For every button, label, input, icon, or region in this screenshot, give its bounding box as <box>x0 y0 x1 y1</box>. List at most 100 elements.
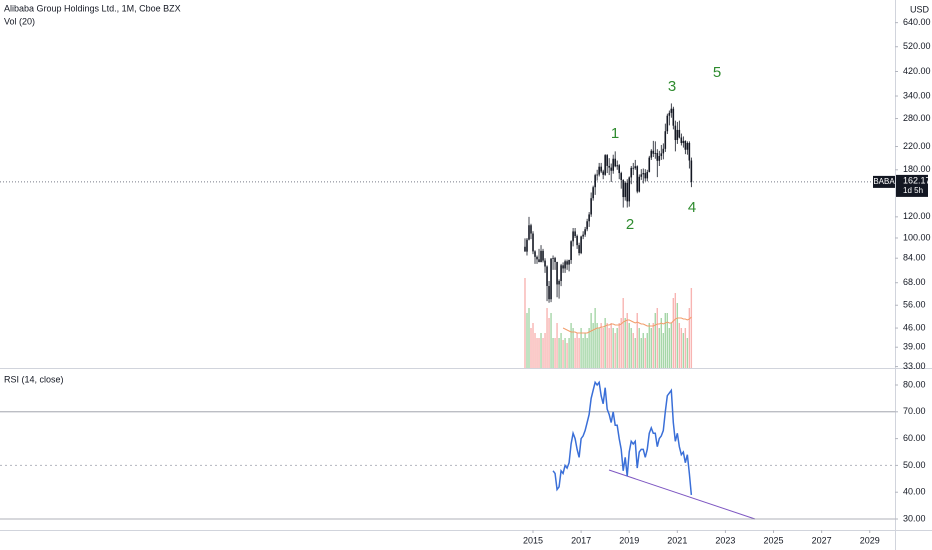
volume-bar <box>640 338 642 368</box>
candle-body <box>624 182 627 198</box>
volume-bar <box>550 313 552 368</box>
volume-bar <box>666 313 669 368</box>
x-tick-label: 2019 <box>619 535 639 545</box>
volume-bar <box>596 323 598 368</box>
currency: USD <box>910 4 930 14</box>
candle-body <box>562 265 564 269</box>
candle-body <box>558 281 560 285</box>
y-tick-label: 39.00 <box>903 342 926 352</box>
candle-body <box>690 160 693 182</box>
volume-bar <box>654 313 656 368</box>
candle-body <box>660 153 663 157</box>
candle-body <box>626 182 629 202</box>
candle-body <box>576 236 578 246</box>
candle-body <box>612 158 614 171</box>
rsi-tick-label: 70.00 <box>903 406 926 416</box>
volume-bar <box>650 328 652 368</box>
volume-bar <box>526 313 528 368</box>
wave-label: 5 <box>713 64 721 81</box>
y-tick-label: 220.00 <box>903 141 931 151</box>
x-tick-label: 2017 <box>571 535 591 545</box>
volume-bar <box>672 298 675 368</box>
candle-body <box>572 231 574 242</box>
candle-body <box>560 265 562 282</box>
candle-body <box>640 174 643 177</box>
volume-bar <box>544 333 546 368</box>
candle-body <box>530 225 532 234</box>
volume-bar <box>674 293 677 368</box>
volume-bar <box>566 343 568 368</box>
candle-body <box>596 174 598 176</box>
candle-body <box>584 229 586 235</box>
y-tick-label: 420.00 <box>903 66 931 76</box>
volume-bar <box>604 318 606 368</box>
volume-bar <box>616 328 618 368</box>
candle-body <box>670 108 673 113</box>
candle-body <box>524 246 526 252</box>
candle-body <box>574 231 576 237</box>
candle-body <box>588 214 590 222</box>
rsi-line <box>552 380 693 495</box>
volume-bar <box>586 338 588 368</box>
volume-bar <box>536 338 538 368</box>
candle-body <box>678 129 681 138</box>
candle-body <box>682 140 685 144</box>
y-tick-label: 46.00 <box>903 322 926 332</box>
volume-bar <box>580 328 582 368</box>
candle-body <box>600 166 602 172</box>
candle-body <box>634 166 637 169</box>
wave-label: 2 <box>626 216 634 233</box>
y-tick-label: 640.00 <box>903 17 931 27</box>
volume-bar <box>682 333 685 368</box>
volume-bar <box>602 328 604 368</box>
candle-body <box>628 177 631 202</box>
candle-body <box>552 258 554 259</box>
y-tick-label: 56.00 <box>903 300 926 310</box>
x-tick-label: 2025 <box>764 535 784 545</box>
volume-bar <box>644 338 646 368</box>
volume-bar <box>540 333 542 368</box>
x-tick-label: 2023 <box>715 535 735 545</box>
volume-bar <box>686 338 689 368</box>
candle-body <box>668 112 671 116</box>
volume-bar <box>664 313 666 368</box>
volume-bar <box>690 288 693 368</box>
volume-bar <box>652 323 654 368</box>
volume-bar <box>548 318 550 368</box>
candle-body <box>534 251 536 257</box>
candle-body <box>586 221 588 230</box>
y-tick-label: 120.00 <box>903 211 931 221</box>
candle-body <box>650 150 653 158</box>
volume-bar <box>534 333 536 368</box>
candle-body <box>632 167 635 169</box>
volume-bar <box>658 328 660 368</box>
candle-body <box>538 259 540 262</box>
candle-body <box>556 261 558 285</box>
candle-body <box>622 180 625 198</box>
candle-body <box>652 150 655 154</box>
candle-body <box>566 261 568 265</box>
candle-body <box>532 233 534 252</box>
candle-body <box>568 260 570 265</box>
candle-body <box>646 171 649 179</box>
candle-body <box>548 286 550 300</box>
candle-body <box>688 142 691 161</box>
candle-body <box>606 155 608 166</box>
candle-body <box>614 158 616 167</box>
candle-body <box>526 239 528 252</box>
volume-bar <box>578 338 580 368</box>
y-tick-label: 68.00 <box>903 277 926 287</box>
volume-bar <box>564 338 566 368</box>
y-tick-label: 520.00 <box>903 41 931 51</box>
volume-bar <box>642 333 644 368</box>
candle-body <box>544 260 546 267</box>
volume-bar <box>614 333 616 368</box>
volume-bar <box>592 323 594 368</box>
candle-body <box>602 171 604 175</box>
volume-bar <box>590 313 592 368</box>
symbol-label: BABA <box>873 177 895 186</box>
candle-body <box>592 187 594 199</box>
volume-bar <box>552 338 554 368</box>
rsi-tick-label: 50.00 <box>903 460 926 470</box>
